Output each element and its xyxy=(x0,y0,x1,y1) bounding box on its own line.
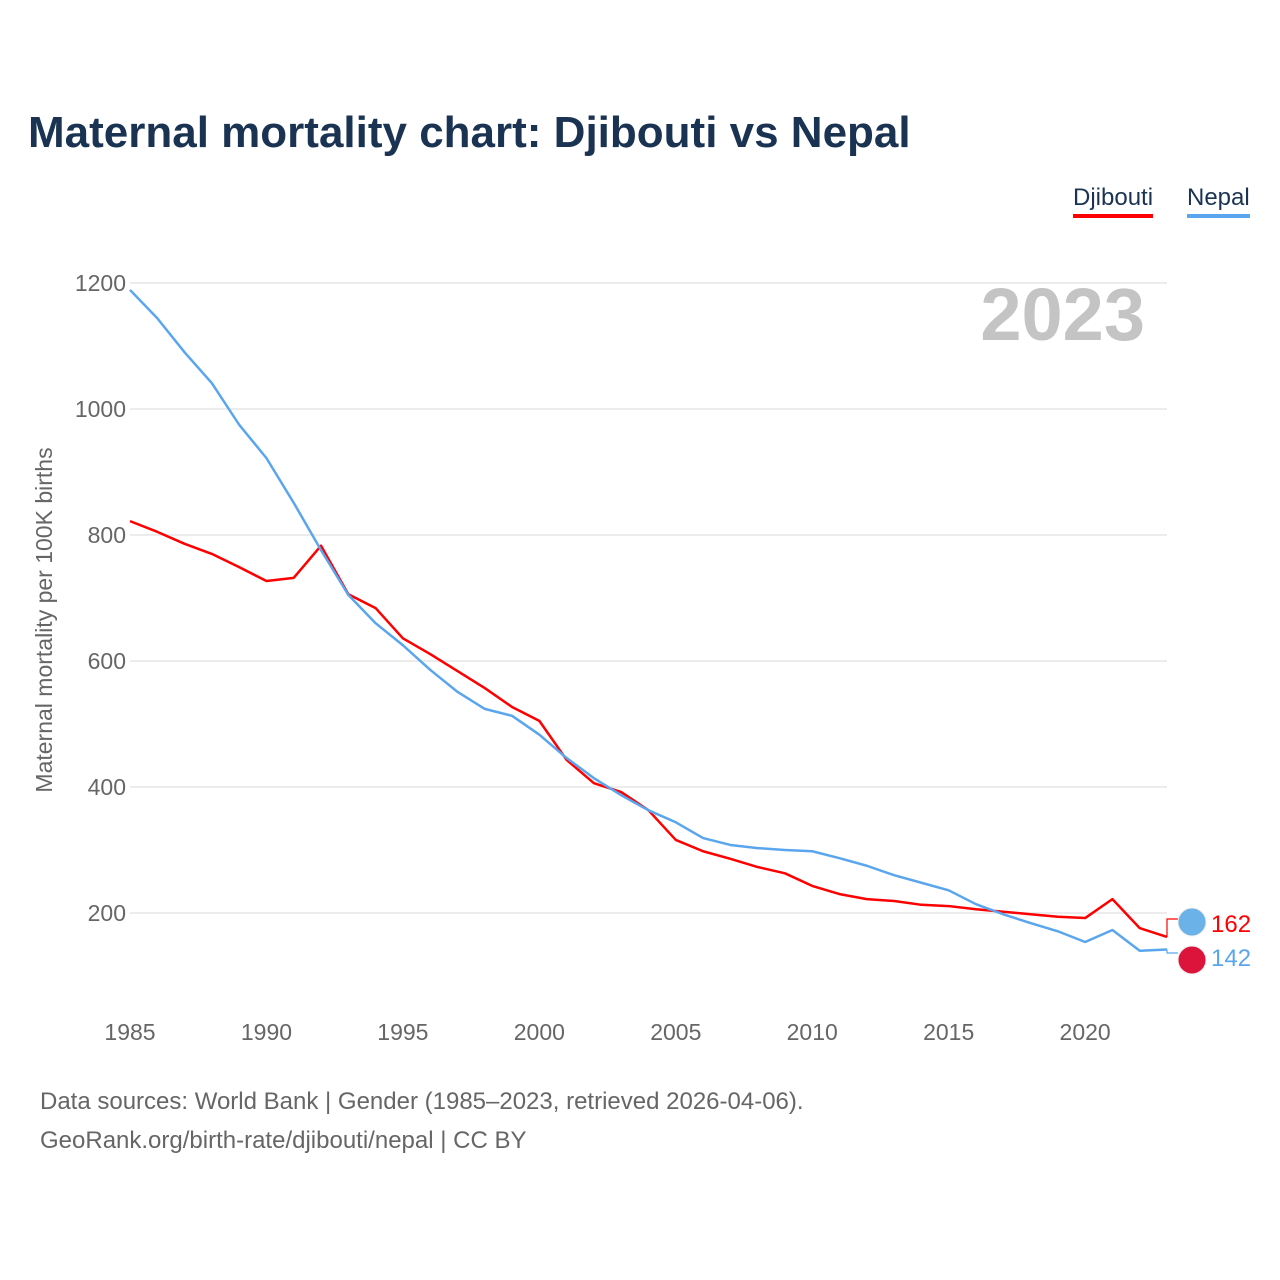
x-tick-label: 1990 xyxy=(241,1019,292,1045)
y-tick-label: 800 xyxy=(88,522,126,548)
footer-sources: Data sources: World Bank | Gender (1985–… xyxy=(40,1088,804,1115)
legend-nepal[interactable]: Nepal xyxy=(1187,184,1250,218)
y-tick-label: 200 xyxy=(88,900,126,926)
x-tick-label: 2020 xyxy=(1060,1019,1111,1045)
series-line-nepal xyxy=(129,289,1168,953)
y-axis-label: Maternal mortality per 100K births xyxy=(31,447,57,792)
footer-link[interactable]: GeoRank.org/birth-rate/djibouti/nepal | … xyxy=(40,1127,527,1154)
x-tick-label: 2010 xyxy=(787,1019,838,1045)
label-connector xyxy=(1166,949,1178,954)
flag-nepal-icon xyxy=(1177,945,1207,975)
label-connector xyxy=(1166,918,1178,937)
y-tick-label: 600 xyxy=(88,648,126,674)
year-watermark: 2023 xyxy=(980,273,1145,356)
end-value-label: 162 xyxy=(1211,911,1251,938)
x-tick-label: 1985 xyxy=(104,1019,155,1045)
end-value-label: 142 xyxy=(1211,945,1251,972)
series-line-djibouti xyxy=(129,519,1168,939)
y-tick-label: 400 xyxy=(88,774,126,800)
flag-djibouti-icon xyxy=(1177,907,1207,937)
x-tick-label: 2000 xyxy=(514,1019,565,1045)
chart-title: Maternal mortality chart: Djibouti vs Ne… xyxy=(28,108,911,157)
x-tick-label: 2005 xyxy=(650,1019,701,1045)
y-tick-label: 1000 xyxy=(75,396,126,422)
x-tick-label: 1995 xyxy=(377,1019,428,1045)
x-tick-label: 2015 xyxy=(923,1019,974,1045)
legend-djibouti[interactable]: Djibouti xyxy=(1073,184,1154,218)
y-tick-label: 1200 xyxy=(75,270,126,296)
